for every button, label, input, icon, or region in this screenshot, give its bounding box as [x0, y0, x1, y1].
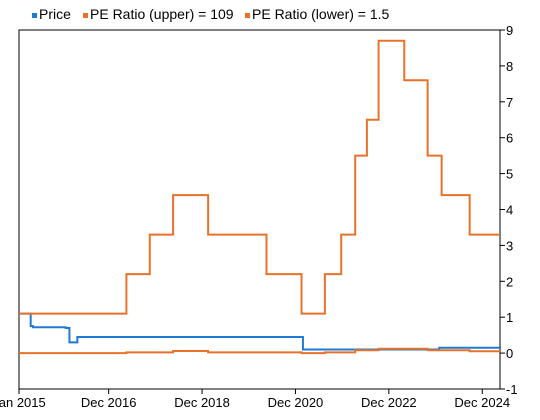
- y-tick-label: 3: [506, 238, 513, 253]
- x-tick-label: Dec 2020: [268, 395, 324, 410]
- y-tick-label: 1: [506, 310, 513, 325]
- legend-label-pe-upper: PE Ratio (upper) = 109: [90, 6, 234, 22]
- y-tick-label: 2: [506, 274, 513, 289]
- y-tick-label: 5: [506, 167, 513, 182]
- legend-item-pe-upper: PE Ratio (upper) = 109: [83, 6, 234, 22]
- y-tick-label: 0: [506, 346, 513, 361]
- legend-label-price: Price: [39, 6, 71, 22]
- y-tick-label: 8: [506, 59, 513, 74]
- x-tick-label: Dec 2022: [361, 395, 417, 410]
- legend-swatch-pe-upper: [83, 12, 88, 18]
- series-pe-lower-line: [19, 347, 500, 355]
- x-tick-label: Jan 2015: [0, 395, 46, 410]
- legend-item-price: Price: [32, 6, 71, 22]
- legend-swatch-pe-lower: [245, 12, 250, 18]
- x-tick-label: Dec 2018: [174, 395, 230, 410]
- legend: Price PE Ratio (upper) = 109 PE Ratio (l…: [0, 0, 540, 30]
- y-axis: 9 8 7 6 5 4 3 2 1 0 -1: [500, 23, 518, 397]
- legend-item-pe-lower: PE Ratio (lower) = 1.5: [245, 6, 389, 22]
- series-layer: [19, 39, 501, 355]
- y-tick-label: 4: [506, 203, 513, 218]
- x-tick-label: Dec 2016: [81, 395, 137, 410]
- y-tick-label: -1: [506, 382, 518, 397]
- y-tick-label: 6: [506, 131, 513, 146]
- legend-label-pe-lower: PE Ratio (lower) = 1.5: [252, 6, 390, 22]
- legend-swatch-price: [32, 12, 37, 18]
- y-tick-label: 9: [506, 23, 513, 38]
- x-axis: Jan 2015 Dec 2016 Dec 2018 Dec 2020 Dec 2022…: [0, 389, 510, 410]
- y-tick-label: 7: [506, 95, 513, 110]
- series-price-line: [19, 312, 501, 351]
- series-pe-upper-line: [19, 39, 500, 315]
- x-tick-label: Dec 2024: [454, 395, 510, 410]
